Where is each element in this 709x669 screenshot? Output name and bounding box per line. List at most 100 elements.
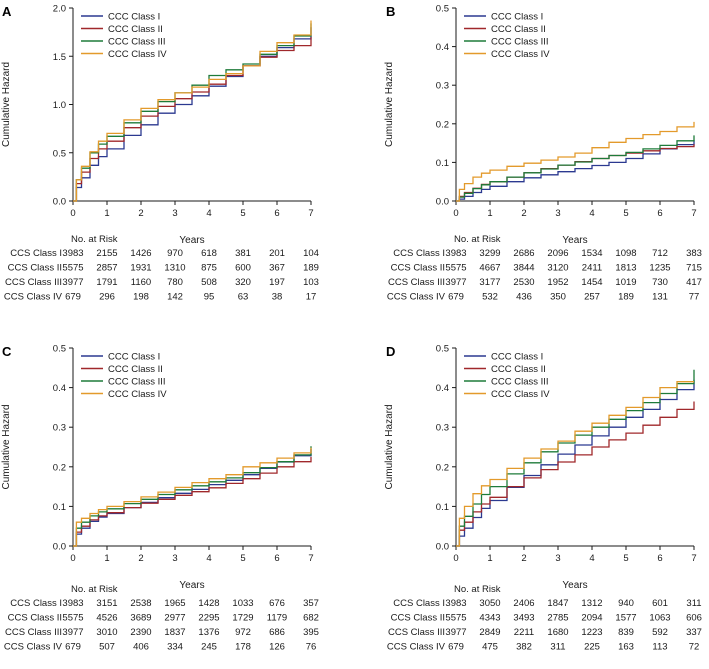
risk-count: 5575 bbox=[445, 263, 466, 274]
risk-count: 320 bbox=[235, 277, 251, 288]
risk-count: 730 bbox=[652, 277, 668, 288]
legend-label: CCC Class IV bbox=[108, 389, 167, 400]
x-tick-label: 6 bbox=[657, 208, 662, 219]
risk-count: 2785 bbox=[547, 613, 568, 624]
series-line-class-ii bbox=[73, 456, 312, 547]
risk-count: 1813 bbox=[615, 263, 636, 274]
risk-table: No. at Risk CCS Class I 3983 3299 2686 2096 15… bbox=[387, 234, 702, 303]
risk-count: 508 bbox=[201, 277, 217, 288]
risk-count: 2849 bbox=[479, 627, 500, 638]
risk-row-label: CCS Class III bbox=[5, 627, 62, 638]
risk-count: 381 bbox=[235, 248, 251, 259]
risk-table-title: No. at Risk bbox=[454, 584, 501, 595]
series-line-class-iv bbox=[456, 121, 695, 202]
risk-count: 406 bbox=[133, 642, 149, 653]
x-tick-label: 2 bbox=[521, 553, 526, 564]
risk-count: 2094 bbox=[581, 613, 602, 624]
risk-count: 72 bbox=[689, 642, 700, 653]
risk-count: 178 bbox=[235, 642, 251, 653]
risk-count: 3977 bbox=[445, 627, 466, 638]
risk-count: 382 bbox=[516, 642, 532, 653]
risk-count: 2295 bbox=[198, 613, 219, 624]
series-line-class-iv bbox=[73, 20, 312, 202]
y-axis-title: Cumulative Hazard bbox=[384, 404, 395, 489]
panel-c: C 0.0 0.1 0.2 0.3 0.4 0.5 0 1 2 3 4 5 6 7 Years Cumulati… bbox=[1, 344, 319, 653]
risk-count: 76 bbox=[306, 642, 317, 653]
x-tick-label: 7 bbox=[691, 553, 696, 564]
risk-count: 4343 bbox=[479, 613, 500, 624]
x-tick-label: 2 bbox=[138, 553, 143, 564]
risk-count: 2686 bbox=[513, 248, 534, 259]
x-tick-label: 0 bbox=[70, 208, 75, 219]
x-tick-label: 5 bbox=[240, 553, 245, 564]
x-tick-label: 5 bbox=[240, 208, 245, 219]
risk-count: 142 bbox=[167, 292, 183, 303]
risk-count: 1847 bbox=[547, 598, 568, 609]
risk-row-label: CCS Class III bbox=[388, 277, 445, 288]
risk-count: 2390 bbox=[130, 627, 151, 638]
risk-count: 63 bbox=[238, 292, 249, 303]
risk-count: 679 bbox=[65, 292, 81, 303]
y-tick-label: 0.0 bbox=[436, 197, 449, 208]
series-line-class-ii bbox=[456, 401, 695, 547]
risk-row-label: CCS Class I bbox=[10, 598, 62, 609]
legend-label: CCC Class III bbox=[108, 37, 166, 48]
risk-count: 839 bbox=[618, 627, 634, 638]
risk-count: 3977 bbox=[445, 277, 466, 288]
risk-count: 1098 bbox=[615, 248, 636, 259]
panel-letter: A bbox=[2, 4, 12, 19]
legend-label: CCC Class IV bbox=[108, 49, 167, 60]
y-tick-label: 0.2 bbox=[436, 119, 449, 130]
x-tick-label: 0 bbox=[453, 208, 458, 219]
risk-count: 3983 bbox=[445, 598, 466, 609]
risk-count: 3689 bbox=[130, 613, 151, 624]
risk-count: 875 bbox=[201, 263, 217, 274]
x-tick-label: 6 bbox=[657, 553, 662, 564]
risk-count: 2096 bbox=[547, 248, 568, 259]
y-tick-label: 0.1 bbox=[53, 502, 66, 513]
risk-count: 601 bbox=[652, 598, 668, 609]
risk-row-label: CCS Class III bbox=[388, 627, 445, 638]
risk-count: 5575 bbox=[62, 263, 83, 274]
risk-count: 201 bbox=[269, 248, 285, 259]
risk-count: 383 bbox=[686, 248, 702, 259]
risk-count: 592 bbox=[652, 627, 668, 638]
x-tick-label: 1 bbox=[487, 208, 492, 219]
risk-count: 712 bbox=[652, 248, 668, 259]
panel-letter: C bbox=[2, 344, 12, 359]
risk-count: 2530 bbox=[513, 277, 534, 288]
risk-count: 679 bbox=[448, 642, 464, 653]
risk-count: 2538 bbox=[130, 598, 151, 609]
y-tick-label: 0.0 bbox=[436, 542, 449, 553]
risk-count: 311 bbox=[686, 598, 701, 609]
risk-count: 3120 bbox=[547, 263, 568, 274]
risk-count: 1791 bbox=[96, 277, 117, 288]
risk-count: 257 bbox=[584, 292, 600, 303]
y-axis-title: Cumulative Hazard bbox=[1, 404, 12, 489]
risk-count: 113 bbox=[652, 642, 667, 653]
risk-count: 131 bbox=[652, 292, 668, 303]
series-line-class-i bbox=[73, 449, 312, 547]
y-axis-title: Cumulative Hazard bbox=[384, 62, 395, 147]
x-tick-label: 4 bbox=[589, 208, 594, 219]
legend-label: CCC Class II bbox=[108, 24, 163, 35]
legend-label: CCC Class II bbox=[491, 24, 546, 35]
risk-count: 311 bbox=[550, 642, 565, 653]
y-tick-label: 0.3 bbox=[436, 81, 449, 92]
risk-count: 3151 bbox=[96, 598, 117, 609]
y-tick-label: 0.5 bbox=[436, 344, 449, 355]
legend-label: CCC Class II bbox=[491, 364, 546, 375]
risk-count: 1426 bbox=[130, 248, 151, 259]
risk-count: 77 bbox=[689, 292, 700, 303]
risk-count: 436 bbox=[516, 292, 532, 303]
risk-count: 1310 bbox=[164, 263, 185, 274]
risk-table: No. at Risk CCS Class I 3983 2155 1426 970 618… bbox=[4, 234, 319, 303]
x-tick-label: 0 bbox=[453, 553, 458, 564]
risk-count: 2155 bbox=[96, 248, 117, 259]
x-tick-label: 3 bbox=[555, 553, 560, 564]
risk-count: 104 bbox=[303, 248, 319, 259]
series-line-class-iv bbox=[456, 381, 694, 547]
risk-count: 686 bbox=[269, 627, 285, 638]
risk-count: 2977 bbox=[164, 613, 185, 624]
